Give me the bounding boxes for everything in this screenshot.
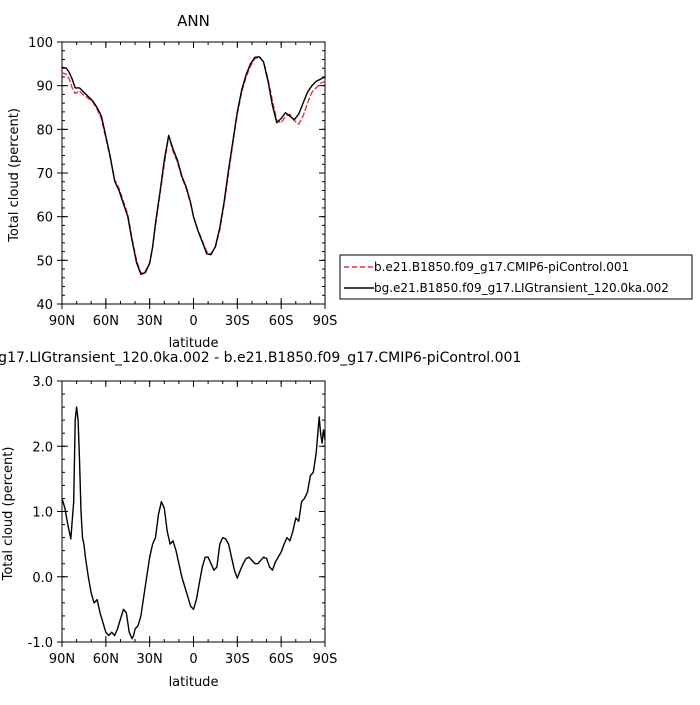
series-line-1 [61,406,326,640]
y-tick-label: 90 [36,80,53,95]
chart-title: bg.e21.B1850.f09_g17.LIGtransient_120.0k… [0,350,521,366]
chart-panel-2: -1.0 0.0 1.0 2.0 3.0 90N 60N 30N 0 30S 60S 90S bg.e2… [0,350,521,690]
x-axis-label: latitude [169,675,219,690]
y-tick-label: 40 [36,298,53,313]
y-tick-label: 100 [28,36,53,51]
legend-label: bg.e21.B1850.f09_g17.LIGtransient_120.0k… [374,281,669,295]
x-tick-label: 60S [269,314,294,329]
chart-panel-1: 40 50 60 70 80 90 100 90N 60N 30N 0 30S 60S 90S ANN lat… [7,12,693,351]
legend-box [339,254,693,300]
y-tick-label: 60 [36,211,53,226]
series-line-2 [61,56,326,275]
x-axis-label: latitude [169,336,219,351]
y-axis-label: Total cloud (percent) [1,447,16,582]
y-tick-label: 2.0 [32,440,53,455]
x-tick-label: 0 [189,314,197,329]
x-tick-label: 90N [49,652,75,667]
y-tick-label: 1.0 [32,506,53,521]
y-tick-label: 3.0 [32,375,53,390]
x-tick-label: 60N [93,314,119,329]
x-tick-label: 30N [137,314,163,329]
x-tick-label: 60N [93,652,119,667]
plot-frame [61,380,326,643]
x-tick-label: 90S [313,314,338,329]
x-tick-label: 0 [189,652,197,667]
y-tick-label: -1.0 [28,636,53,651]
x-tick-label: 30S [225,652,250,667]
y-tick-label: 0.0 [32,571,53,586]
x-tick-label: 30N [137,652,163,667]
x-tick-label: 60S [269,652,294,667]
y-tick-label: 70 [36,167,53,182]
chart-legend: b.e21.B1850.f09_g17.CMIP6-piControl.001b… [339,254,693,300]
x-tick-label: 90S [313,652,338,667]
series-line-1 [61,56,326,275]
plot-frame [61,41,326,305]
y-tick-label: 50 [36,254,53,269]
y-tick-label: 80 [36,123,53,138]
x-tick-label: 90N [49,314,75,329]
y-axis-label: Total cloud (percent) [7,108,22,243]
legend-label: b.e21.B1850.f09_g17.CMIP6-piControl.001 [374,260,629,274]
x-tick-label: 30S [225,314,250,329]
chart-title: ANN [177,12,210,30]
